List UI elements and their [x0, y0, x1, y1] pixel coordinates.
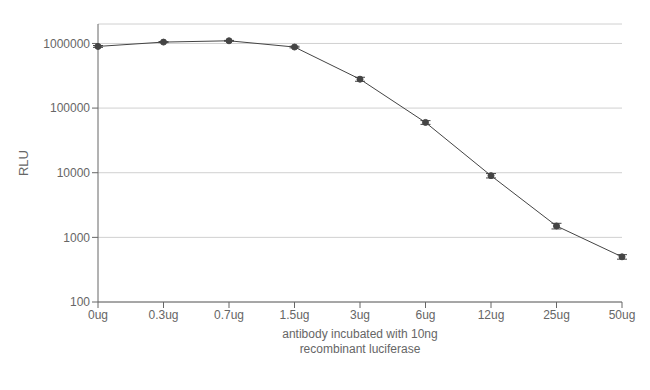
- svg-text:0.3ug: 0.3ug: [148, 308, 178, 322]
- svg-text:1000: 1000: [63, 231, 90, 245]
- svg-text:100: 100: [70, 295, 90, 309]
- svg-text:6ug: 6ug: [415, 308, 435, 322]
- svg-text:3ug: 3ug: [350, 308, 370, 322]
- svg-text:10000: 10000: [57, 166, 91, 180]
- svg-text:50ug: 50ug: [609, 308, 636, 322]
- svg-text:0.7ug: 0.7ug: [214, 308, 244, 322]
- svg-text:antibody incubated with 10ngre: antibody incubated with 10ngrecombinant …: [282, 327, 437, 356]
- svg-text:25ug: 25ug: [543, 308, 570, 322]
- svg-text:100000: 100000: [50, 101, 90, 115]
- svg-text:RLU: RLU: [16, 150, 31, 176]
- svg-text:1.5ug: 1.5ug: [279, 308, 309, 322]
- svg-text:12ug: 12ug: [478, 308, 505, 322]
- svg-text:1000000: 1000000: [43, 37, 90, 51]
- svg-text:0ug: 0ug: [88, 308, 108, 322]
